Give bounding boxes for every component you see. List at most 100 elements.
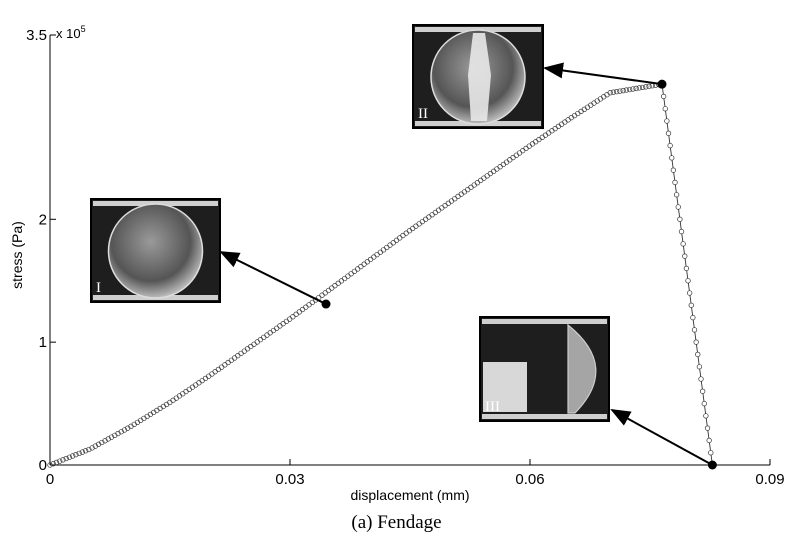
data-marker	[70, 453, 76, 459]
data-marker	[688, 302, 694, 308]
data-marker	[555, 123, 562, 130]
data-marker	[546, 130, 552, 136]
curve-markers	[47, 81, 716, 468]
data-marker	[53, 459, 60, 466]
y-axis-label: stress (Pa)	[9, 221, 25, 289]
data-marker	[254, 339, 260, 345]
data-marker	[413, 223, 419, 229]
y-tick-label: 0	[39, 457, 47, 474]
data-marker	[461, 189, 468, 195]
bottom-platen	[482, 414, 607, 419]
data-marker	[371, 254, 377, 260]
data-marker	[183, 388, 189, 395]
data-marker	[170, 397, 176, 403]
specimen-disk	[107, 203, 204, 299]
data-marker	[299, 306, 306, 313]
highlight-point	[707, 460, 717, 470]
data-marker	[435, 207, 442, 213]
top-platen	[482, 319, 607, 324]
y-multiplier-base: x 10	[56, 26, 81, 41]
data-marker	[690, 314, 696, 321]
data-marker	[660, 93, 667, 100]
data-marker	[533, 139, 539, 145]
data-marker	[562, 119, 568, 125]
data-marker	[699, 388, 706, 394]
data-marker	[180, 391, 186, 397]
data-marker	[693, 339, 699, 345]
data-marker	[639, 84, 646, 91]
data-marker	[322, 290, 328, 296]
data-marker	[695, 351, 701, 358]
data-marker	[296, 309, 302, 315]
data-marker	[448, 198, 455, 204]
data-marker	[703, 413, 709, 419]
data-marker	[261, 334, 267, 341]
data-marker	[277, 323, 283, 329]
data-marker	[416, 221, 422, 227]
data-marker	[565, 117, 571, 123]
x-axis-label: displacement (mm)	[350, 487, 469, 503]
callout-arrow	[219, 251, 327, 305]
data-marker	[523, 145, 529, 152]
x-tick-label: 0.09	[755, 471, 784, 488]
data-marker	[403, 230, 409, 236]
data-marker	[95, 441, 102, 447]
data-marker	[325, 287, 332, 294]
data-marker	[283, 318, 290, 325]
data-marker	[99, 439, 105, 446]
data-marker	[708, 450, 714, 456]
data-marker	[270, 327, 277, 334]
data-marker	[73, 452, 79, 458]
data-marker	[222, 362, 228, 368]
data-marker	[422, 216, 429, 222]
inset-photo: III	[479, 316, 610, 422]
data-marker	[387, 242, 393, 248]
data-marker	[228, 357, 234, 363]
y-multiplier-exponent: 5	[81, 24, 86, 34]
data-marker	[432, 209, 438, 216]
data-marker	[682, 253, 688, 259]
data-marker	[121, 427, 128, 433]
drop-line	[661, 84, 713, 466]
data-marker	[364, 259, 370, 265]
data-marker	[351, 268, 358, 274]
data-marker	[552, 125, 558, 132]
data-marker	[251, 341, 257, 347]
data-marker	[419, 218, 426, 225]
data-marker	[199, 377, 205, 384]
data-marker	[445, 200, 451, 206]
data-marker	[89, 445, 95, 451]
data-marker	[633, 85, 639, 92]
data-marker	[267, 330, 273, 336]
data-marker	[614, 88, 620, 95]
data-marker	[189, 384, 196, 390]
data-marker	[474, 180, 481, 186]
data-marker	[244, 346, 251, 352]
data-marker	[397, 235, 403, 241]
data-marker	[526, 143, 532, 149]
data-marker	[92, 443, 98, 449]
inset-label: II	[418, 106, 428, 122]
data-marker	[643, 84, 649, 90]
data-marker	[345, 273, 351, 279]
data-marker	[646, 83, 652, 89]
data-marker	[623, 87, 630, 93]
data-marker	[303, 304, 309, 310]
y-tick-label: 2	[39, 211, 47, 228]
data-marker	[494, 166, 500, 172]
data-marker	[549, 128, 555, 134]
inset-photo: II	[412, 24, 544, 129]
data-marker	[367, 256, 374, 263]
data-marker	[66, 454, 73, 460]
data-marker	[264, 332, 270, 338]
data-marker	[108, 434, 115, 440]
data-marker	[50, 461, 56, 467]
data-marker	[377, 249, 383, 255]
x-tick-label: 0	[46, 471, 54, 488]
data-marker	[510, 154, 516, 161]
data-marker	[79, 449, 86, 455]
data-marker	[76, 450, 82, 457]
data-marker	[704, 425, 711, 431]
callout-arrow	[543, 62, 663, 86]
